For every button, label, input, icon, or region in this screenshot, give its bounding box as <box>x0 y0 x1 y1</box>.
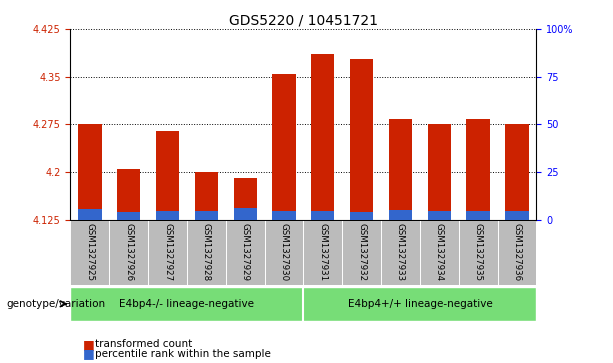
Bar <box>195 172 218 220</box>
Text: transformed count: transformed count <box>95 339 192 349</box>
Text: percentile rank within the sample: percentile rank within the sample <box>95 349 271 359</box>
Bar <box>156 211 179 220</box>
Bar <box>78 209 102 220</box>
Text: ■: ■ <box>83 338 94 351</box>
Bar <box>428 211 451 220</box>
Bar <box>234 208 257 220</box>
Text: E4bp4-/- lineage-negative: E4bp4-/- lineage-negative <box>120 299 254 309</box>
Bar <box>117 212 140 220</box>
Text: GSM1327925: GSM1327925 <box>85 223 94 281</box>
Bar <box>428 124 451 220</box>
Text: GSM1327934: GSM1327934 <box>435 223 444 281</box>
Bar <box>311 211 335 220</box>
Bar <box>389 119 412 220</box>
Text: ■: ■ <box>83 347 94 360</box>
Bar <box>156 131 179 220</box>
Bar <box>466 119 490 220</box>
Text: GSM1327932: GSM1327932 <box>357 223 366 281</box>
Bar <box>505 124 528 220</box>
Bar <box>389 210 412 220</box>
Bar <box>272 73 295 220</box>
Bar <box>350 212 373 220</box>
Text: GSM1327931: GSM1327931 <box>318 223 327 281</box>
Bar <box>350 59 373 220</box>
Text: GSM1327929: GSM1327929 <box>241 223 249 281</box>
Bar <box>78 124 102 220</box>
Bar <box>195 211 218 220</box>
Text: GSM1327927: GSM1327927 <box>163 223 172 281</box>
Text: GSM1327933: GSM1327933 <box>396 223 405 281</box>
Text: GSM1327930: GSM1327930 <box>280 223 289 281</box>
Text: GSM1327926: GSM1327926 <box>124 223 133 281</box>
Text: GSM1327935: GSM1327935 <box>474 223 482 281</box>
Title: GDS5220 / 10451721: GDS5220 / 10451721 <box>229 14 378 28</box>
Bar <box>466 211 490 220</box>
Bar <box>505 211 528 220</box>
Text: GSM1327936: GSM1327936 <box>512 223 522 281</box>
Bar <box>234 178 257 220</box>
Text: E4bp4+/+ lineage-negative: E4bp4+/+ lineage-negative <box>348 299 492 309</box>
Bar <box>311 54 335 220</box>
Text: genotype/variation: genotype/variation <box>6 299 105 309</box>
Bar <box>272 211 295 220</box>
Text: GSM1327928: GSM1327928 <box>202 223 211 281</box>
Bar <box>117 169 140 220</box>
